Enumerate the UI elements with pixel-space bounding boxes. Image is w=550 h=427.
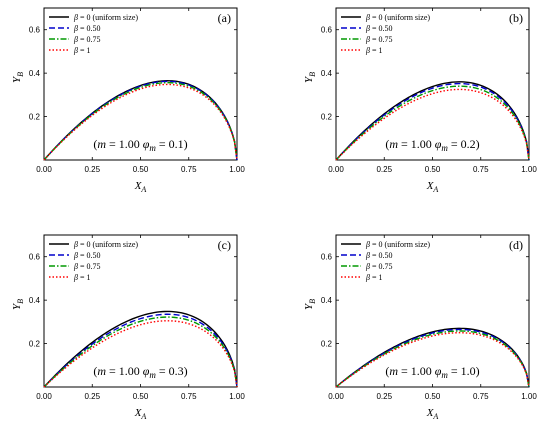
x-axis-label: XA xyxy=(426,180,439,194)
legend-entry: β = 0.50 xyxy=(73,251,101,260)
y-tick-label: 0.4 xyxy=(29,69,41,78)
panel-c: 0.00 0.25 0.50 0.75 1.00 0.2 0.4 0.6 XA YB β = 0 (… xyxy=(11,234,245,421)
series-line xyxy=(43,81,238,161)
legend-entry: β = 1 xyxy=(73,46,91,55)
panel-d: 0.00 0.25 0.50 0.75 1.00 0.2 0.4 0.6 XA YB β = 0 (… xyxy=(303,234,537,421)
series-line xyxy=(43,80,238,161)
y-axis-label: YB xyxy=(11,299,25,310)
series-line xyxy=(335,328,530,388)
x-tick-label: 0.50 xyxy=(133,165,149,174)
y-tick-label: 0.2 xyxy=(321,113,333,122)
legend-entry: β = 0 (uniform size) xyxy=(365,240,430,249)
legend-entry: β = 0 (uniform size) xyxy=(73,240,138,249)
legend-entry: β = 0.75 xyxy=(73,262,101,271)
x-tick-label: 1.00 xyxy=(521,392,537,401)
legend-entry: β = 1 xyxy=(365,46,383,55)
x-tick-label: 0.25 xyxy=(376,165,392,174)
y-tick-label: 0.2 xyxy=(29,113,41,122)
x-tick-label: 0.25 xyxy=(84,392,100,401)
legend-entry: β = 0.50 xyxy=(365,251,393,260)
legend-entry: β = 0.50 xyxy=(365,24,393,33)
x-tick-label: 0.50 xyxy=(133,392,149,401)
y-tick-label: 0.4 xyxy=(29,296,41,305)
y-axis-label: YB xyxy=(303,299,317,310)
x-tick-label: 0.50 xyxy=(425,392,441,401)
x-tick-label: 1.00 xyxy=(229,392,245,401)
y-tick-label: 0.6 xyxy=(321,253,333,262)
panel-b: 0.00 0.25 0.50 0.75 1.00 0.2 0.4 0.6 XA YB β = 0 (… xyxy=(303,7,537,194)
panel-label: (a) xyxy=(218,11,231,25)
y-axis-label: YB xyxy=(303,72,317,83)
x-tick-label: 0.00 xyxy=(328,165,344,174)
y-tick-label: 0.6 xyxy=(29,26,41,35)
panel-label: (d) xyxy=(509,238,523,252)
x-tick-label: 1.00 xyxy=(229,165,245,174)
x-tick-label: 0.25 xyxy=(376,392,392,401)
legend-entry: β = 0.75 xyxy=(73,35,101,44)
x-tick-label: 0.00 xyxy=(328,392,344,401)
x-tick-label: 0.00 xyxy=(36,165,52,174)
series-line xyxy=(43,320,238,388)
x-tick-label: 0.00 xyxy=(36,392,52,401)
x-tick-label: 1.00 xyxy=(521,165,537,174)
legend-entry: β = 0.75 xyxy=(365,35,393,44)
y-tick-label: 0.4 xyxy=(321,69,333,78)
parameter-annotation: (m = 1.00 φm = 0.3) xyxy=(93,364,187,380)
legend-entry: β = 0.75 xyxy=(365,262,393,271)
parameter-annotation: (m = 1.00 φm = 1.0) xyxy=(385,364,479,380)
legend-entry: β = 0.50 xyxy=(73,24,101,33)
series-line xyxy=(43,310,238,388)
series-line xyxy=(335,85,530,161)
x-tick-label: 0.25 xyxy=(84,165,100,174)
legend-entry: β = 0 (uniform size) xyxy=(73,13,138,22)
series-line xyxy=(335,82,530,161)
y-tick-label: 0.2 xyxy=(29,340,41,349)
series-line xyxy=(43,316,238,388)
x-axis-label: XA xyxy=(134,180,147,194)
parameter-annotation: (m = 1.00 φm = 0.2) xyxy=(385,137,479,153)
y-tick-label: 0.2 xyxy=(321,340,333,349)
x-tick-label: 0.50 xyxy=(425,165,441,174)
x-axis-label: XA xyxy=(134,407,147,421)
panel-label: (b) xyxy=(509,11,523,25)
legend-entry: β = 0 (uniform size) xyxy=(365,13,430,22)
x-axis-label: XA xyxy=(426,407,439,421)
legend-entry: β = 1 xyxy=(73,273,91,282)
y-axis-label: YB xyxy=(11,72,25,83)
series-line xyxy=(335,332,530,388)
parameter-annotation: (m = 1.00 φm = 0.1) xyxy=(93,137,187,153)
y-tick-label: 0.6 xyxy=(321,26,333,35)
x-tick-label: 0.75 xyxy=(181,392,197,401)
series-line xyxy=(43,313,238,388)
panel-a: 0.00 0.25 0.50 0.75 1.00 0.2 0.4 0.6 XA YB β = 0 (… xyxy=(11,7,245,194)
x-tick-label: 0.75 xyxy=(181,165,197,174)
x-tick-label: 0.75 xyxy=(473,392,489,401)
legend-entry: β = 1 xyxy=(365,273,383,282)
panel-label: (c) xyxy=(218,238,231,252)
series-line xyxy=(335,327,530,388)
x-tick-label: 0.75 xyxy=(473,165,489,174)
y-tick-label: 0.6 xyxy=(29,253,41,262)
y-tick-label: 0.4 xyxy=(321,296,333,305)
